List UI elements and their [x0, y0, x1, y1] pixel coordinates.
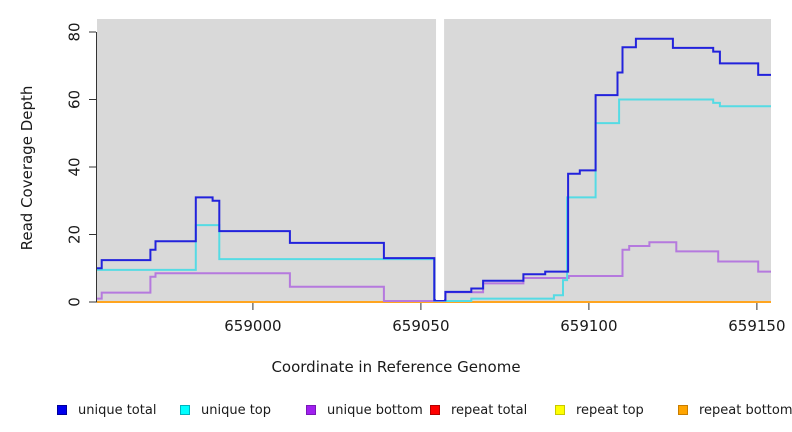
- legend-label: repeat bottom: [699, 402, 792, 418]
- x-axis-title: Coordinate in Reference Genome: [271, 358, 521, 376]
- y-tick-label: 20: [66, 225, 84, 244]
- legend-swatch-unique-total: [57, 405, 67, 415]
- y-axis-title: Read Coverage Depth: [18, 85, 36, 251]
- legend-swatch-repeat-bottom: [678, 405, 688, 415]
- legend-label: repeat top: [576, 402, 644, 418]
- legend-item-unique-top: unique top: [180, 401, 271, 419]
- legend-label: unique total: [78, 402, 157, 418]
- y-tick-label: 60: [66, 90, 84, 109]
- x-tick-label: 659150: [728, 317, 785, 335]
- x-tick-label: 659050: [392, 317, 449, 335]
- series-line-unique-total: [97, 37, 771, 302]
- legend-swatch-unique-top: [180, 405, 190, 415]
- x-tick-label: 659000: [224, 317, 281, 335]
- legend-item-repeat-bottom: repeat bottom: [678, 401, 792, 419]
- x-tick-label: 659100: [560, 317, 617, 335]
- chart-legend: unique total unique top unique bottom repea…: [0, 401, 792, 421]
- legend-swatch-repeat-top: [555, 405, 565, 415]
- coverage-gap-band: [436, 19, 445, 300]
- legend-item-unique-bottom: unique bottom: [306, 401, 423, 419]
- legend-item-repeat-total: repeat total: [430, 401, 527, 419]
- legend-item-unique-total: unique total: [57, 401, 156, 419]
- y-tick-label: 80: [66, 22, 84, 41]
- y-tick-label: 0: [66, 297, 84, 307]
- legend-swatch-repeat-total: [430, 405, 440, 415]
- legend-item-repeat-top: repeat top: [555, 401, 644, 419]
- legend-label: repeat total: [451, 402, 528, 418]
- legend-swatch-unique-bottom: [306, 405, 316, 415]
- y-tick-label: 40: [66, 157, 84, 176]
- legend-label: unique bottom: [327, 402, 423, 418]
- legend-label: unique top: [201, 402, 272, 418]
- plot-background: [97, 19, 771, 303]
- series-line-unique-top: [97, 98, 771, 302]
